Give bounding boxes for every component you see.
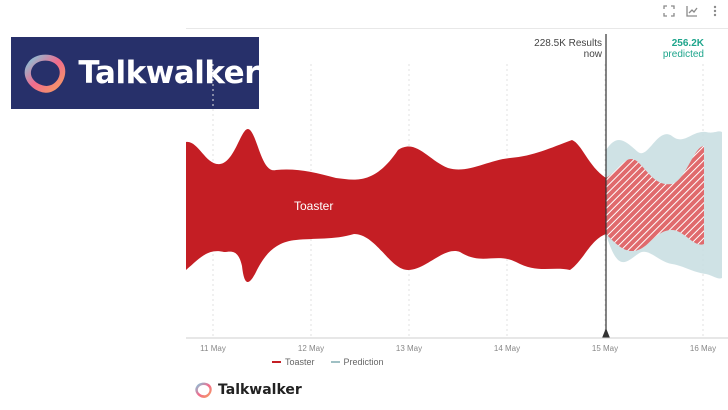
x-tick-label: 16 May [690,344,716,353]
panel-divider [186,28,728,29]
legend-item-toaster[interactable]: Toaster [272,357,315,367]
current-date-marker-head [602,328,610,338]
talkwalker-logo-banner: Talkwalker [11,37,259,109]
legend-label-prediction: Prediction [343,357,384,367]
legend-swatch-toaster [272,361,281,363]
series-label-toaster: Toaster [294,199,333,213]
chart-type-icon[interactable] [685,4,699,18]
legend-swatch-prediction [330,361,340,363]
series-toaster-predicted [606,146,704,252]
talkwalker-logo-icon [24,54,66,93]
legend-item-prediction[interactable]: Prediction [330,357,384,367]
chart-legend: Toaster Prediction [272,357,384,367]
x-tick-label: 15 May [592,344,618,353]
x-axis-ticks: 11 May 12 May 13 May 14 May 15 May 16 May [200,344,716,353]
x-tick-label: 13 May [396,344,422,353]
chart-svg: 228.5K Results now 256.2K predicted Toas… [186,34,728,353]
series-toaster-area [186,128,606,283]
footer-logo: Talkwalker [193,380,302,400]
widget-toolbar [662,4,722,18]
more-menu-icon[interactable] [708,4,722,18]
current-value-label: 228.5K Results [534,38,602,49]
predicted-value-sublabel: predicted [663,49,704,60]
fullscreen-icon[interactable] [662,4,676,18]
x-tick-label: 14 May [494,344,520,353]
x-tick-label: 12 May [298,344,324,353]
footer-brand-name: Talkwalker [218,382,302,398]
current-value-sublabel: now [584,49,603,60]
talkwalker-footer-icon [195,382,212,398]
predicted-value-label: 256.2K [672,38,705,49]
legend-label-toaster: Toaster [285,357,315,367]
streamgraph-chart: 228.5K Results now 256.2K predicted Toas… [186,34,728,364]
x-tick-label: 11 May [200,344,226,353]
brand-name: Talkwalker [78,55,259,91]
